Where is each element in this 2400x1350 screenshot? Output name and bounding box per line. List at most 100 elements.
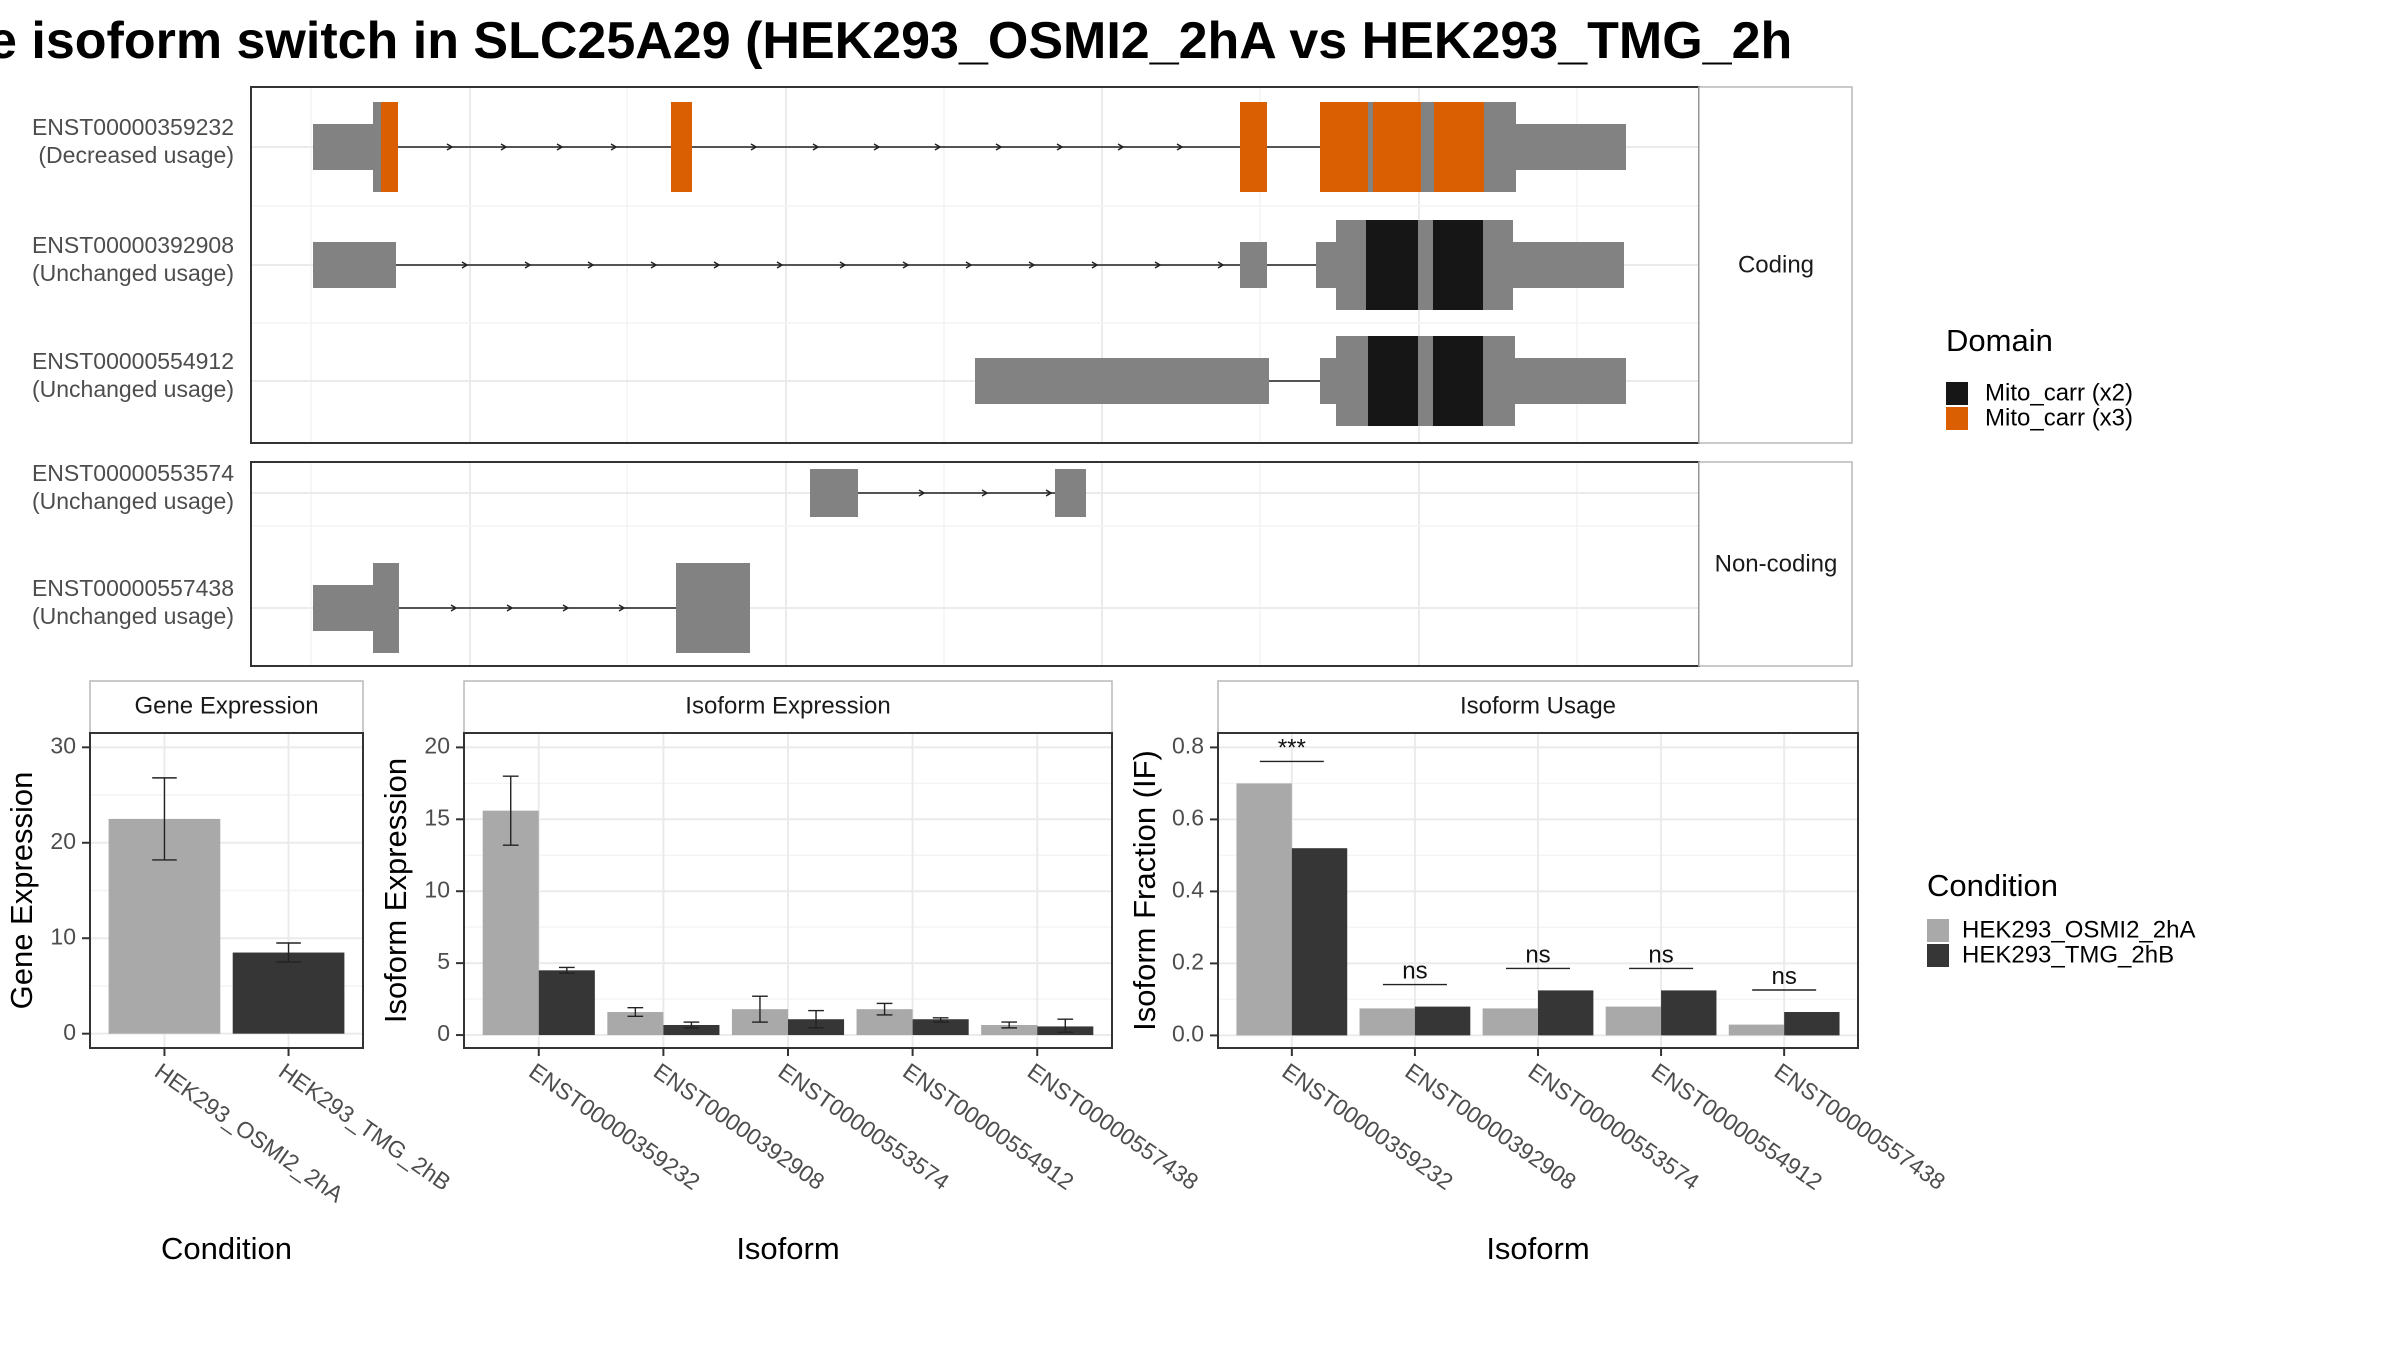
y-tick-label: 0.4 xyxy=(1172,876,1204,902)
intron-arrow xyxy=(1045,489,1053,497)
y-tick-label: 10 xyxy=(424,876,450,902)
exon xyxy=(373,563,399,653)
legend-label-tmg: HEK293_TMG_2hB xyxy=(1962,941,2174,968)
intron-arrow xyxy=(1176,143,1184,151)
transcript-id-label: ENST00000557438 xyxy=(32,575,234,601)
y-axis-title: Isoform Fraction (IF) xyxy=(1127,750,1162,1031)
exon xyxy=(313,585,373,631)
transcript-usage-label: (Unchanged usage) xyxy=(32,260,234,286)
bar xyxy=(607,1012,664,1036)
gene-expression-chart: Gene Expression0102030HEK293_OSMI2_2hAHE… xyxy=(4,680,456,1266)
exon xyxy=(313,242,396,288)
y-tick-label: 0 xyxy=(63,1019,76,1045)
intron-arrow xyxy=(618,604,626,612)
intron-arrow xyxy=(524,261,532,269)
intron-arrow xyxy=(776,261,784,269)
exon xyxy=(1483,220,1513,310)
transcript-labels: ENST00000359232(Decreased usage) ENST0000… xyxy=(32,114,234,629)
intron-arrow xyxy=(995,143,1003,151)
chart-title: Isoform Usage xyxy=(1460,692,1616,719)
intron-arrow xyxy=(562,604,570,612)
intron-arrow xyxy=(500,143,508,151)
intron-arrow xyxy=(506,604,514,612)
significance-label: ns xyxy=(1648,941,1673,968)
transcript-id-label: ENST00000554912 xyxy=(32,348,234,374)
y-tick-label: 0.0 xyxy=(1172,1020,1204,1046)
transcript-usage-label: (Unchanged usage) xyxy=(32,376,234,402)
intron-arrow xyxy=(750,143,758,151)
bar xyxy=(232,952,345,1034)
intron-arrow xyxy=(1028,261,1036,269)
exon xyxy=(1484,102,1516,192)
condition-legend-title: Condition xyxy=(1927,868,2058,903)
intron-arrow xyxy=(556,143,564,151)
bar xyxy=(1605,1006,1662,1036)
y-axis-title: Gene Expression xyxy=(4,772,39,1010)
intron-arrow xyxy=(1117,143,1125,151)
facet-label-noncoding: Non-coding xyxy=(1715,550,1838,577)
exon xyxy=(373,102,381,192)
intron-arrow xyxy=(981,489,989,497)
exon xyxy=(1368,102,1373,192)
intron-arrow xyxy=(812,143,820,151)
exon xyxy=(1513,242,1624,288)
intron-arrow xyxy=(1091,261,1099,269)
bar xyxy=(1291,848,1348,1036)
significance-label: ns xyxy=(1771,963,1796,990)
intron-arrow xyxy=(918,489,926,497)
coding-transcripts xyxy=(313,102,1626,426)
exon xyxy=(975,358,1269,404)
exon xyxy=(1316,242,1336,288)
y-tick-label: 0.2 xyxy=(1172,948,1204,974)
bar xyxy=(1728,1024,1785,1036)
bar xyxy=(1482,1008,1538,1036)
legend-swatch-mito-x2 xyxy=(1946,382,1968,405)
intron-arrow xyxy=(650,261,658,269)
significance-label: *** xyxy=(1278,734,1306,761)
exon xyxy=(313,124,373,170)
domain-legend-title: Domain xyxy=(1946,323,2053,358)
x-axis-title: Isoform xyxy=(736,1231,839,1266)
facet-strip xyxy=(89,680,364,734)
bar xyxy=(1414,1006,1471,1036)
intron-arrow xyxy=(1217,261,1225,269)
y-tick-label: 20 xyxy=(424,732,450,758)
y-tick-label: 5 xyxy=(437,948,450,974)
intron-arrow xyxy=(587,261,595,269)
legend-label-mito-x3: Mito_carr (x3) xyxy=(1985,404,2133,431)
figure-title: e isoform switch in SLC25A29 (HEK293_OSM… xyxy=(0,12,1792,70)
coding-panel: Coding xyxy=(250,86,1853,444)
transcript-id-label: ENST00000392908 xyxy=(32,232,234,258)
intron-arrow xyxy=(610,143,618,151)
x-axis-title: Isoform xyxy=(1486,1231,1589,1266)
bar xyxy=(482,810,539,1036)
intron-arrow xyxy=(1056,143,1064,151)
intron-arrow xyxy=(461,261,469,269)
domain-mito-x2 xyxy=(1368,336,1418,426)
x-axis-title: Condition xyxy=(161,1231,292,1266)
exon xyxy=(1336,336,1368,426)
exon xyxy=(810,469,858,517)
facet-label-coding: Coding xyxy=(1738,251,1814,278)
y-tick-label: 30 xyxy=(50,732,76,758)
domain-mito-x3 xyxy=(1373,102,1421,192)
facet-strip xyxy=(463,680,1113,734)
y-tick-label: 10 xyxy=(50,923,76,949)
transcript-id-label: ENST00000553574 xyxy=(32,460,234,486)
bar xyxy=(1784,1012,1840,1036)
domain-mito-x2 xyxy=(1433,336,1483,426)
exon xyxy=(1320,358,1336,404)
noncoding-transcripts xyxy=(313,469,1086,653)
exon xyxy=(1515,358,1626,404)
domain-mito-x2 xyxy=(1366,220,1418,310)
domain-mito-x3 xyxy=(671,102,692,192)
intron-arrow xyxy=(1154,261,1162,269)
coding-facet-strip xyxy=(1698,86,1853,444)
transcript-usage-label: (Unchanged usage) xyxy=(32,603,234,629)
exon xyxy=(1240,242,1267,288)
intron-arrow xyxy=(713,261,721,269)
y-tick-label: 0 xyxy=(437,1020,450,1046)
domain-mito-x3 xyxy=(1240,102,1267,192)
noncoding-facet-strip xyxy=(1698,461,1853,667)
